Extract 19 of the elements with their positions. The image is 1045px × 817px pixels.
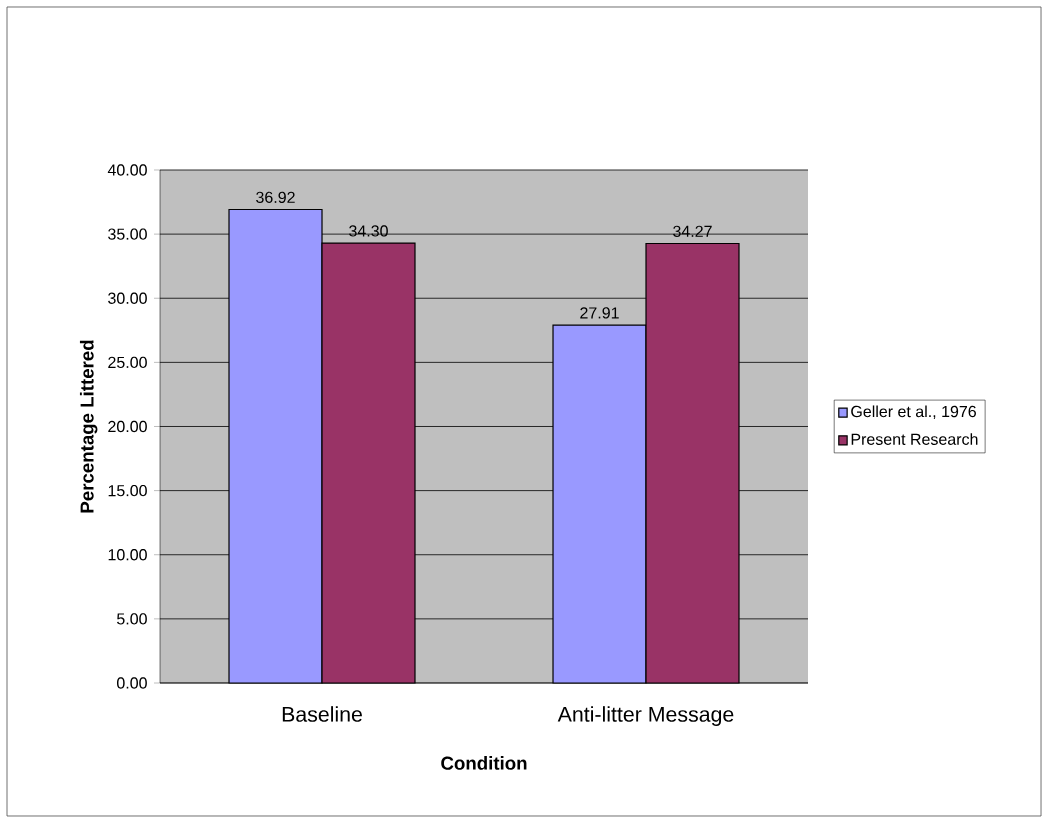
y-tick-label: 35.00 — [108, 228, 147, 240]
y-axis-title: Percentage Littered — [79, 340, 98, 513]
y-tick-label: 0.00 — [117, 677, 147, 689]
y-tick-label: 10.00 — [108, 549, 147, 561]
x-tick-label: Anti-litter Message — [557, 706, 734, 727]
y-tick-label: 5.00 — [117, 613, 147, 625]
data-label: 34.27 — [673, 225, 712, 237]
data-label: 34.30 — [349, 225, 388, 237]
data-label: 27.91 — [580, 307, 619, 319]
data-label: 36.92 — [256, 191, 295, 203]
y-tick-label: 40.00 — [107, 164, 147, 176]
x-tick-label: Baseline — [282, 706, 362, 722]
y-tick-label: 25.00 — [108, 356, 147, 369]
legend-label: Present Research — [851, 433, 978, 445]
legend-label: Geller et al., 1976 — [851, 405, 976, 420]
x-axis-title: Condition — [441, 756, 527, 770]
y-tick-label: 15.00 — [108, 484, 147, 497]
y-tick-label: 30.00 — [108, 292, 147, 304]
y-tick-label: 20.00 — [108, 420, 147, 433]
